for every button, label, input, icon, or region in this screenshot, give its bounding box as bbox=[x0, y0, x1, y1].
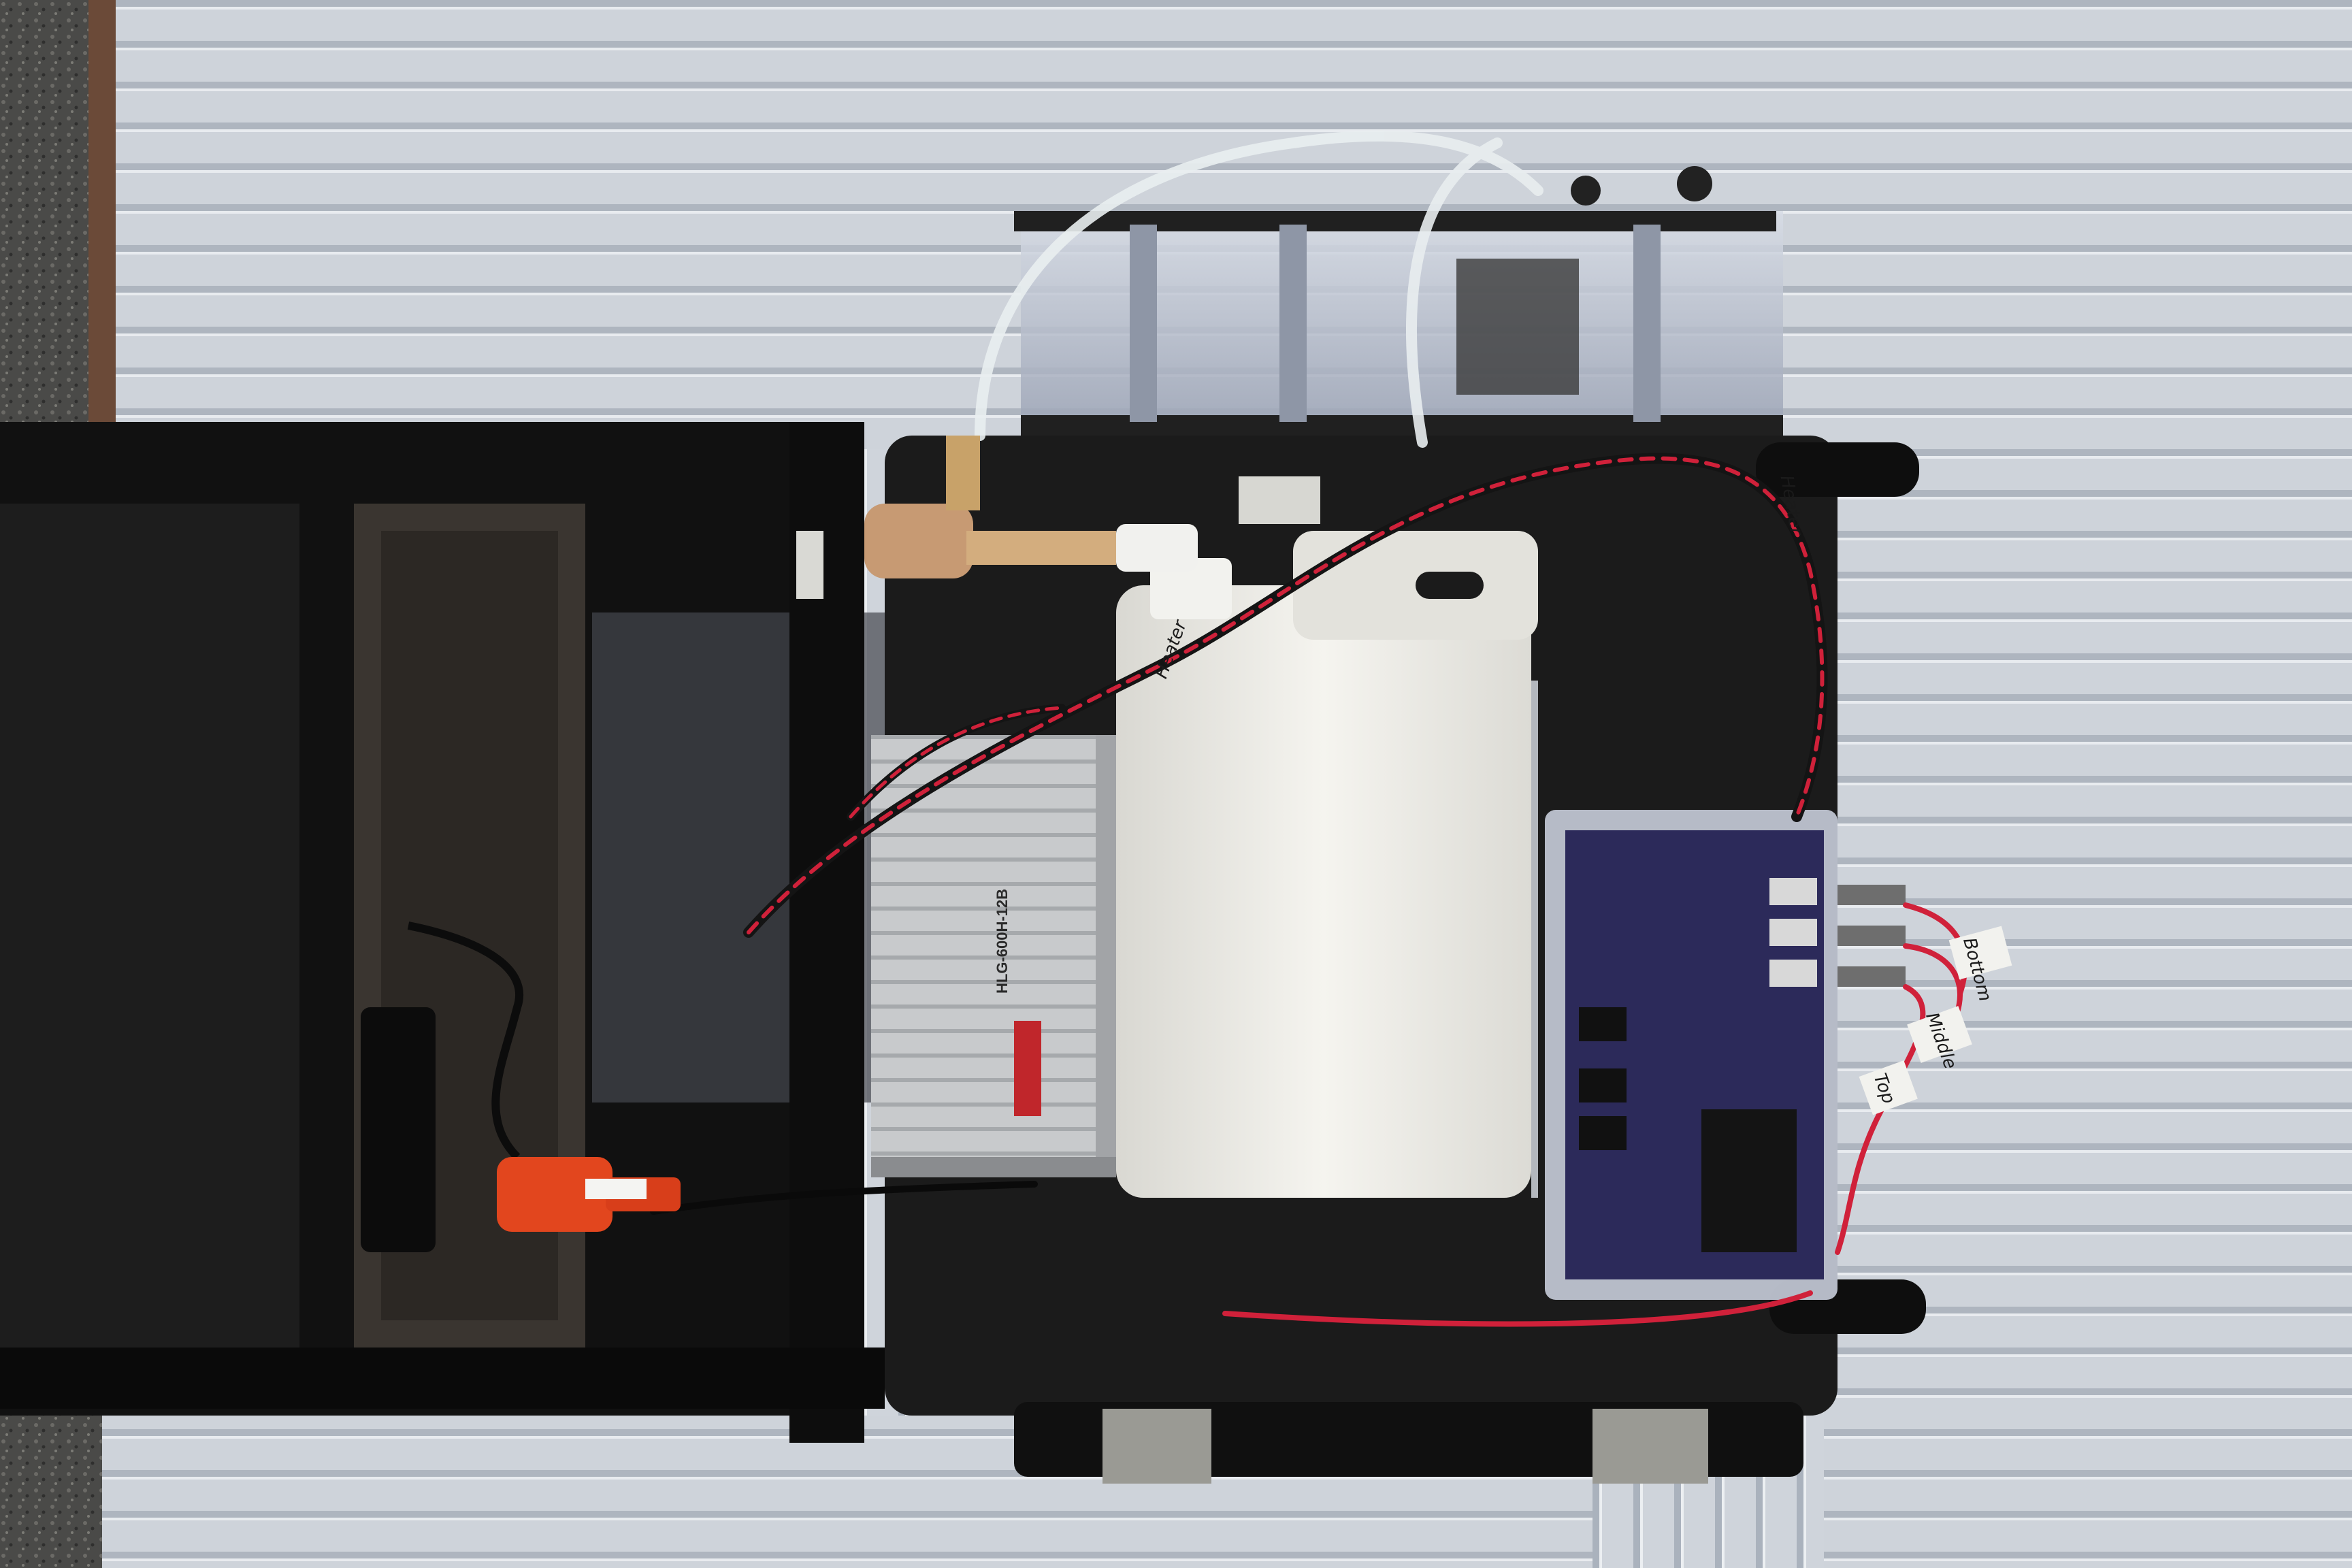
bronze-pump bbox=[864, 436, 1198, 578]
acrylic-manifold bbox=[1014, 166, 1783, 436]
clear-tubing bbox=[975, 130, 1544, 448]
power-adapter bbox=[361, 921, 523, 1252]
orange-plug bbox=[497, 1157, 681, 1232]
wiring-harness bbox=[650, 453, 1968, 1327]
cable-tags: Bottom Middle Top Heater Heater bbox=[1152, 474, 2012, 1115]
power-supply-model-text: HLG-600H-12B bbox=[994, 889, 1011, 994]
white-water-jug bbox=[1116, 531, 1538, 1198]
power-supply-unit bbox=[871, 735, 1116, 1177]
electronics-enclosure bbox=[1545, 810, 1906, 1300]
relay-box bbox=[1239, 476, 1320, 524]
